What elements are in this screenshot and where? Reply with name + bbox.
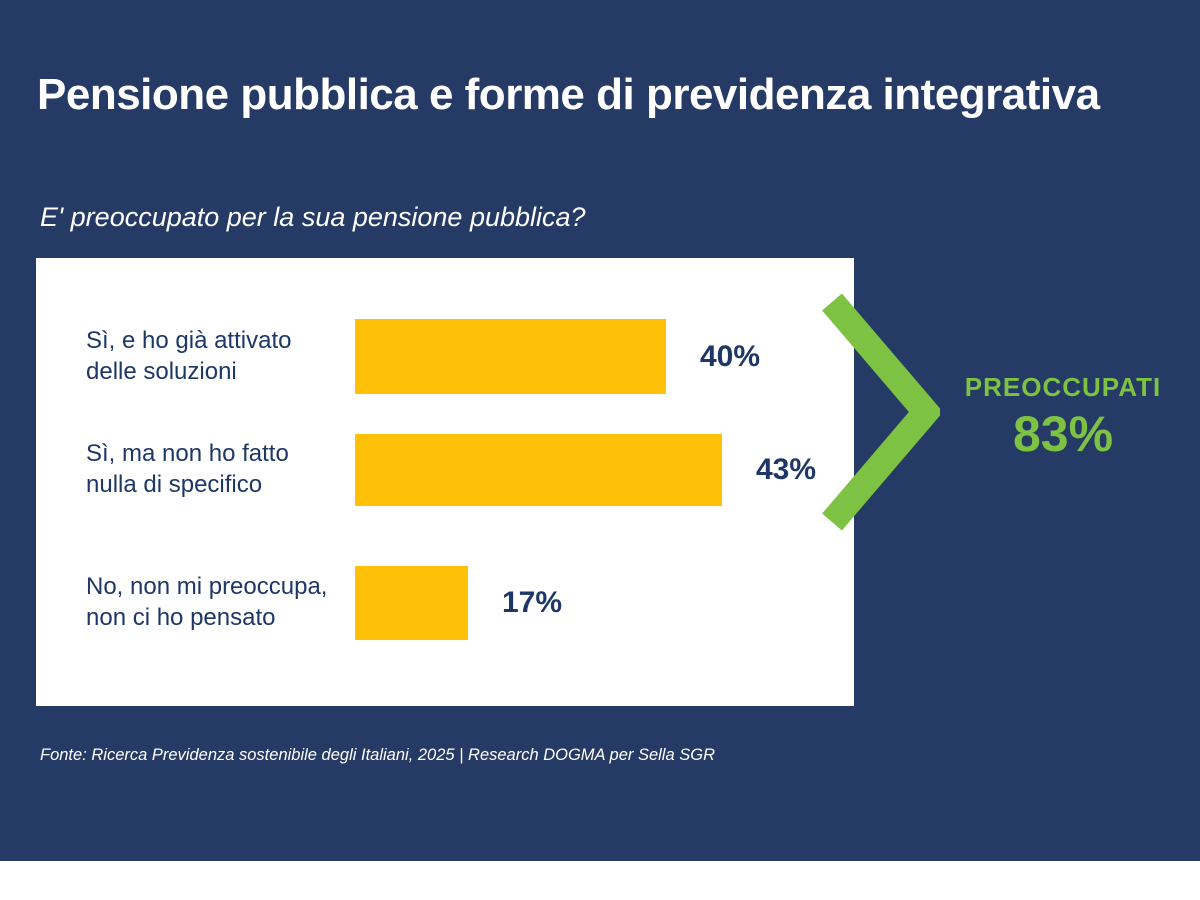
chart-question: E' preoccupato per la sua pensione pubbl… (40, 202, 586, 232)
bottom-white-strip (0, 861, 1200, 900)
annotation-value: 83% (1012, 406, 1114, 462)
bar-row-1: Sì, e ho già attivato delle soluzioni 40… (36, 319, 854, 394)
bar-row-3: No, non mi preoccupa, non ci ho pensato … (36, 566, 854, 640)
bar-label-3: No, non mi preoccupa, non ci ho pensato (86, 572, 355, 633)
annotation-preoccupati: PREOCCUPATI 83% (950, 372, 1176, 463)
bar-value-2: 43% (756, 453, 817, 486)
source-footnote: Fonte: Ricerca Previdenza sostenibile de… (40, 746, 715, 764)
bar-label-1-line2: delle soluzioni (86, 357, 237, 385)
chart-panel: Sì, e ho già attivato delle soluzioni 40… (36, 258, 854, 706)
bar-value-1: 40% (700, 339, 761, 373)
right-chevron-arrow-icon (822, 293, 940, 531)
bar-label-2-line2: nulla di specifico (86, 471, 263, 498)
bar-label-3-line1: No, non mi preoccupa, (86, 573, 328, 601)
bar-label-3-line2: non ci ho pensato (86, 604, 276, 631)
bar-3 (355, 566, 468, 640)
annotation-label: PREOCCUPATI (964, 372, 1162, 402)
bar-label-1: Sì, e ho già attivato delle soluzioni (86, 326, 355, 387)
bar-row-2: Sì, ma non ho fatto nulla di specifico 4… (36, 434, 854, 506)
page-title: Pensione pubblica e forme di previdenza … (37, 70, 1100, 119)
bar-label-2-line1: Sì, ma non ho fatto (86, 440, 289, 468)
bar-1 (355, 319, 666, 394)
slide-background: Pensione pubblica e forme di previdenza … (0, 0, 1200, 861)
bar-2 (355, 434, 722, 506)
bar-label-1-line1: Sì, e ho già attivato (86, 326, 292, 354)
bar-value-3: 17% (502, 586, 563, 619)
bar-label-2: Sì, ma non ho fatto nulla di specifico (86, 439, 355, 500)
